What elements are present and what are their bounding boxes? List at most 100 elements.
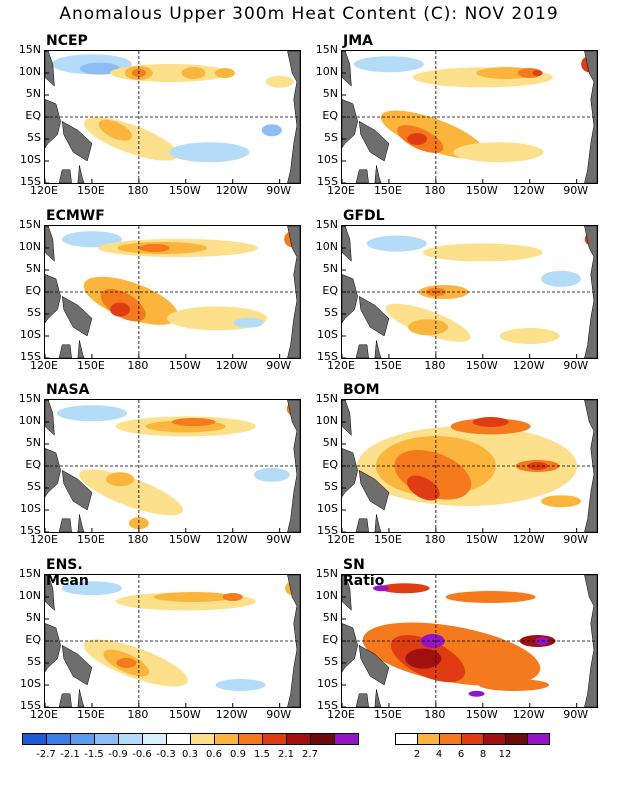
- lon-label: 150W: [465, 533, 498, 546]
- lon-label: 180: [424, 184, 446, 197]
- lon-label: 120W: [215, 708, 248, 721]
- lat-label: EQ: [25, 458, 41, 471]
- lat-label: 10N: [315, 589, 338, 602]
- anomaly-shading: [110, 302, 131, 317]
- lon-label: 120E: [30, 708, 58, 721]
- anomaly-shading: [479, 679, 550, 691]
- lon-label: 150W: [168, 184, 201, 197]
- colorbar-swatch: [334, 733, 359, 745]
- lon-label: 150E: [373, 184, 402, 197]
- colorbar-label: 0.6: [206, 749, 222, 760]
- lon-label: 150W: [168, 708, 201, 721]
- anomaly-shading: [169, 142, 250, 163]
- anomaly-shading: [366, 235, 427, 252]
- colorbar-swatch: [142, 733, 167, 745]
- anomaly-shading: [181, 67, 206, 79]
- lat-label: 5S: [324, 131, 338, 144]
- indonesia-landmass: [45, 448, 61, 498]
- lat-label: 5N: [25, 611, 41, 624]
- lat-label: 5N: [322, 262, 338, 275]
- lon-label: 150E: [76, 708, 105, 721]
- colorbar-label: 6: [457, 749, 465, 760]
- asia-landmass: [342, 226, 352, 262]
- colorbar-swatch: [166, 733, 191, 745]
- map-area: [341, 50, 598, 184]
- lat-label: 5N: [322, 436, 338, 449]
- lon-label: 120E: [327, 708, 355, 721]
- panel-title: JMA: [343, 33, 373, 49]
- lat-label: 15S: [20, 175, 41, 188]
- lat-label: 10N: [18, 240, 41, 253]
- colorbar-label: 0.3: [182, 749, 198, 760]
- lon-label: 150W: [465, 184, 498, 197]
- australia-landmass: [355, 340, 382, 358]
- lat-label: 5N: [25, 87, 41, 100]
- anomaly-shading: [472, 417, 509, 427]
- anomaly-shading: [422, 243, 543, 262]
- anomaly-shading: [445, 591, 536, 603]
- asia-landmass: [45, 400, 55, 436]
- australia-landmass: [355, 689, 382, 707]
- colorbar-label: 4: [435, 749, 443, 760]
- lat-label: 10N: [315, 65, 338, 78]
- colorbar-swatch: [505, 733, 528, 745]
- lat-label: 10N: [18, 414, 41, 427]
- lon-label: 150E: [76, 359, 105, 372]
- new-guinea-landmass: [358, 644, 390, 686]
- lat-label: 10S: [20, 677, 41, 690]
- australia-landmass: [58, 514, 85, 532]
- anomaly-shading: [261, 124, 282, 137]
- indonesia-landmass: [342, 99, 358, 149]
- lon-label: 90W: [563, 184, 589, 197]
- indonesia-landmass: [342, 623, 358, 673]
- asia-landmass: [45, 51, 55, 87]
- americas-landmass: [287, 575, 300, 707]
- anomaly-shading: [222, 593, 243, 601]
- lon-label: 180: [127, 533, 149, 546]
- map-area: [44, 225, 301, 359]
- lat-label: 5S: [27, 131, 41, 144]
- lon-label: 150E: [76, 533, 105, 546]
- colorbar-swatch: [214, 733, 239, 745]
- lat-label: 10N: [18, 589, 41, 602]
- colorbar-label: 2.1: [278, 749, 294, 760]
- lon-label: 120E: [327, 359, 355, 372]
- colorbar-swatch: [22, 733, 47, 745]
- new-guinea-landmass: [61, 644, 93, 686]
- lon-label: 90W: [563, 533, 589, 546]
- lat-label: 15N: [18, 218, 41, 231]
- colorbar-swatch: [483, 733, 506, 745]
- anomaly-shading: [541, 495, 582, 508]
- lon-label: 120E: [327, 184, 355, 197]
- lon-label: 120W: [215, 533, 248, 546]
- lat-label: 5N: [322, 87, 338, 100]
- map-area: [44, 399, 301, 533]
- lon-label: 180: [424, 359, 446, 372]
- lat-label: 15N: [315, 43, 338, 56]
- lat-label: 15N: [18, 392, 41, 405]
- anomaly-shading: [79, 62, 120, 75]
- lat-label: EQ: [322, 109, 338, 122]
- indonesia-landmass: [45, 274, 61, 324]
- lat-label: 5S: [27, 306, 41, 319]
- americas-landmass: [584, 575, 597, 707]
- colorbar-label: 2: [413, 749, 421, 760]
- lon-label: 90W: [563, 359, 589, 372]
- colorbar-swatch: [94, 733, 119, 745]
- lon-label: 150W: [465, 708, 498, 721]
- lat-label: 10S: [317, 153, 338, 166]
- anomaly-shading: [253, 467, 290, 482]
- asia-landmass: [342, 51, 352, 87]
- lat-label: 5S: [324, 655, 338, 668]
- panel-title: NASA: [46, 382, 90, 398]
- lat-label: 15N: [315, 567, 338, 580]
- colorbar-label: -2.1: [60, 749, 80, 760]
- colorbar-label: -2.7: [36, 749, 56, 760]
- lat-label: 15S: [317, 350, 338, 363]
- anomaly-shading: [265, 75, 294, 88]
- colorbar-swatch: [310, 733, 335, 745]
- asia-landmass: [342, 575, 352, 611]
- lat-label: 5N: [25, 262, 41, 275]
- lat-label: 15N: [18, 43, 41, 56]
- new-guinea-landmass: [61, 120, 93, 162]
